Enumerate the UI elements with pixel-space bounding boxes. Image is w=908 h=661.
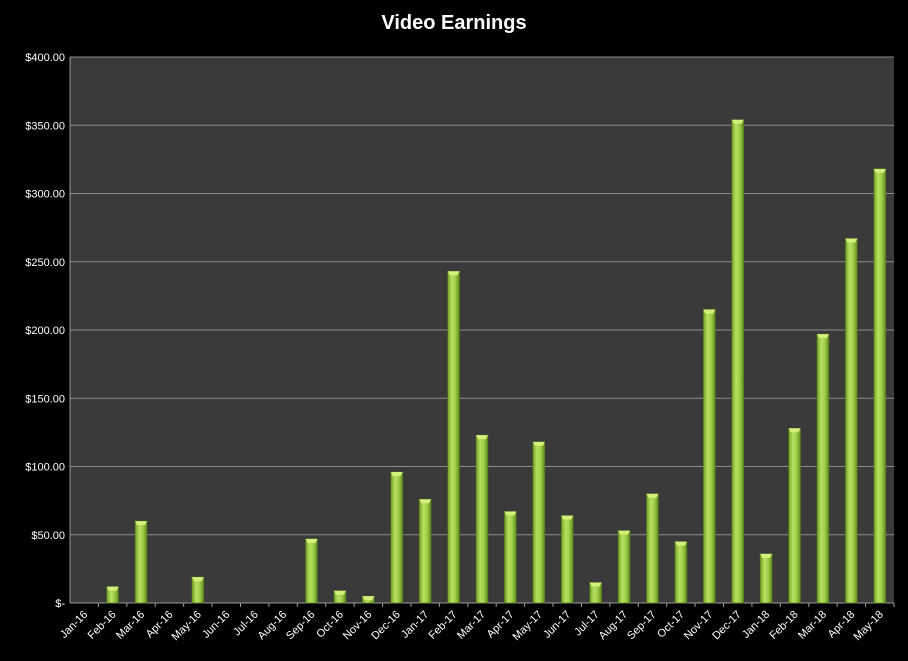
bar (504, 511, 517, 604)
bar-bevel (135, 521, 148, 526)
x-tick-label: Nov-16 (341, 609, 375, 643)
bar-bevel (646, 493, 659, 498)
x-tick-label: Jun-16 (200, 609, 232, 641)
x-tick-label: Dec-16 (369, 609, 403, 643)
bar (560, 515, 574, 604)
bar (759, 553, 773, 604)
bar (617, 530, 631, 604)
bar (674, 541, 688, 604)
y-tick-label: $- (55, 598, 65, 610)
y-tick-label: $350.00 (25, 120, 65, 132)
y-tick-label: $400.00 (25, 52, 65, 64)
bar-bevel (760, 553, 773, 558)
bar-bevel (589, 582, 602, 587)
x-tick-label: May-16 (170, 609, 204, 643)
x-tick-label: Jan-17 (399, 609, 431, 641)
bar (873, 168, 887, 604)
bar-bevel (618, 530, 631, 535)
y-tick-label: $50.00 (31, 530, 65, 542)
bar (532, 441, 546, 604)
y-tick-label: $100.00 (25, 462, 65, 474)
bar-bevel (532, 441, 545, 446)
x-tick-label: Oct-17 (655, 609, 687, 641)
bar-bevel (845, 238, 858, 243)
bar (703, 309, 716, 604)
bar-bevel (447, 271, 460, 276)
x-tick-label: Aug-17 (597, 609, 631, 643)
y-tick-label: $300.00 (25, 189, 65, 201)
bar (845, 238, 858, 604)
x-tick-label: Feb-18 (768, 609, 801, 642)
x-tick-label: May-17 (511, 609, 545, 643)
bar-bevel (561, 515, 574, 520)
bar-bevel (873, 168, 886, 173)
x-tick-label: May-18 (851, 609, 885, 643)
x-tick-label: Mar-17 (455, 609, 488, 642)
bar (305, 538, 318, 604)
x-tick-label: Dec-17 (710, 609, 744, 643)
x-tick-label: Nov-17 (682, 609, 716, 643)
bar-bevel (703, 309, 716, 314)
chart-title: Video Earnings (381, 12, 527, 34)
bar (816, 333, 830, 604)
x-tick-label: Jan-16 (58, 609, 90, 641)
x-tick-label: Oct-16 (314, 609, 346, 641)
bar-bevel (305, 538, 318, 543)
bar (788, 427, 801, 604)
bar (731, 119, 744, 604)
bar (447, 271, 460, 604)
bar-bevel (504, 511, 517, 516)
bar-bevel (106, 586, 119, 591)
x-tick-label: Sep-17 (625, 609, 659, 643)
bar (134, 520, 148, 604)
bar (646, 493, 659, 604)
bar-bevel (333, 590, 346, 595)
bar-bevel (390, 471, 403, 476)
x-tick-label: Mar-16 (114, 609, 147, 642)
bar-bevel (476, 435, 488, 440)
y-tick-label: $200.00 (25, 325, 65, 337)
x-tick-label: Aug-16 (256, 609, 290, 643)
bar-bevel (816, 334, 829, 339)
x-tick-label: Jun-17 (541, 609, 573, 641)
bar-bevel (731, 119, 744, 124)
x-tick-label: Feb-16 (86, 609, 119, 642)
x-tick-label: Feb-17 (427, 609, 460, 642)
x-tick-label: Mar-18 (796, 609, 829, 642)
bar-bevel (419, 499, 432, 504)
bar (418, 498, 432, 604)
bar (390, 471, 404, 604)
bar-bevel (191, 577, 204, 582)
bar-bevel (674, 541, 687, 546)
bar-bevel (362, 596, 375, 601)
bar (475, 434, 489, 604)
y-tick-label: $150.00 (25, 393, 65, 405)
x-tick-label: Jan-18 (740, 609, 772, 641)
y-tick-label: $250.00 (25, 257, 65, 269)
bar-bevel (788, 428, 801, 433)
x-tick-label: Sep-16 (284, 609, 318, 643)
